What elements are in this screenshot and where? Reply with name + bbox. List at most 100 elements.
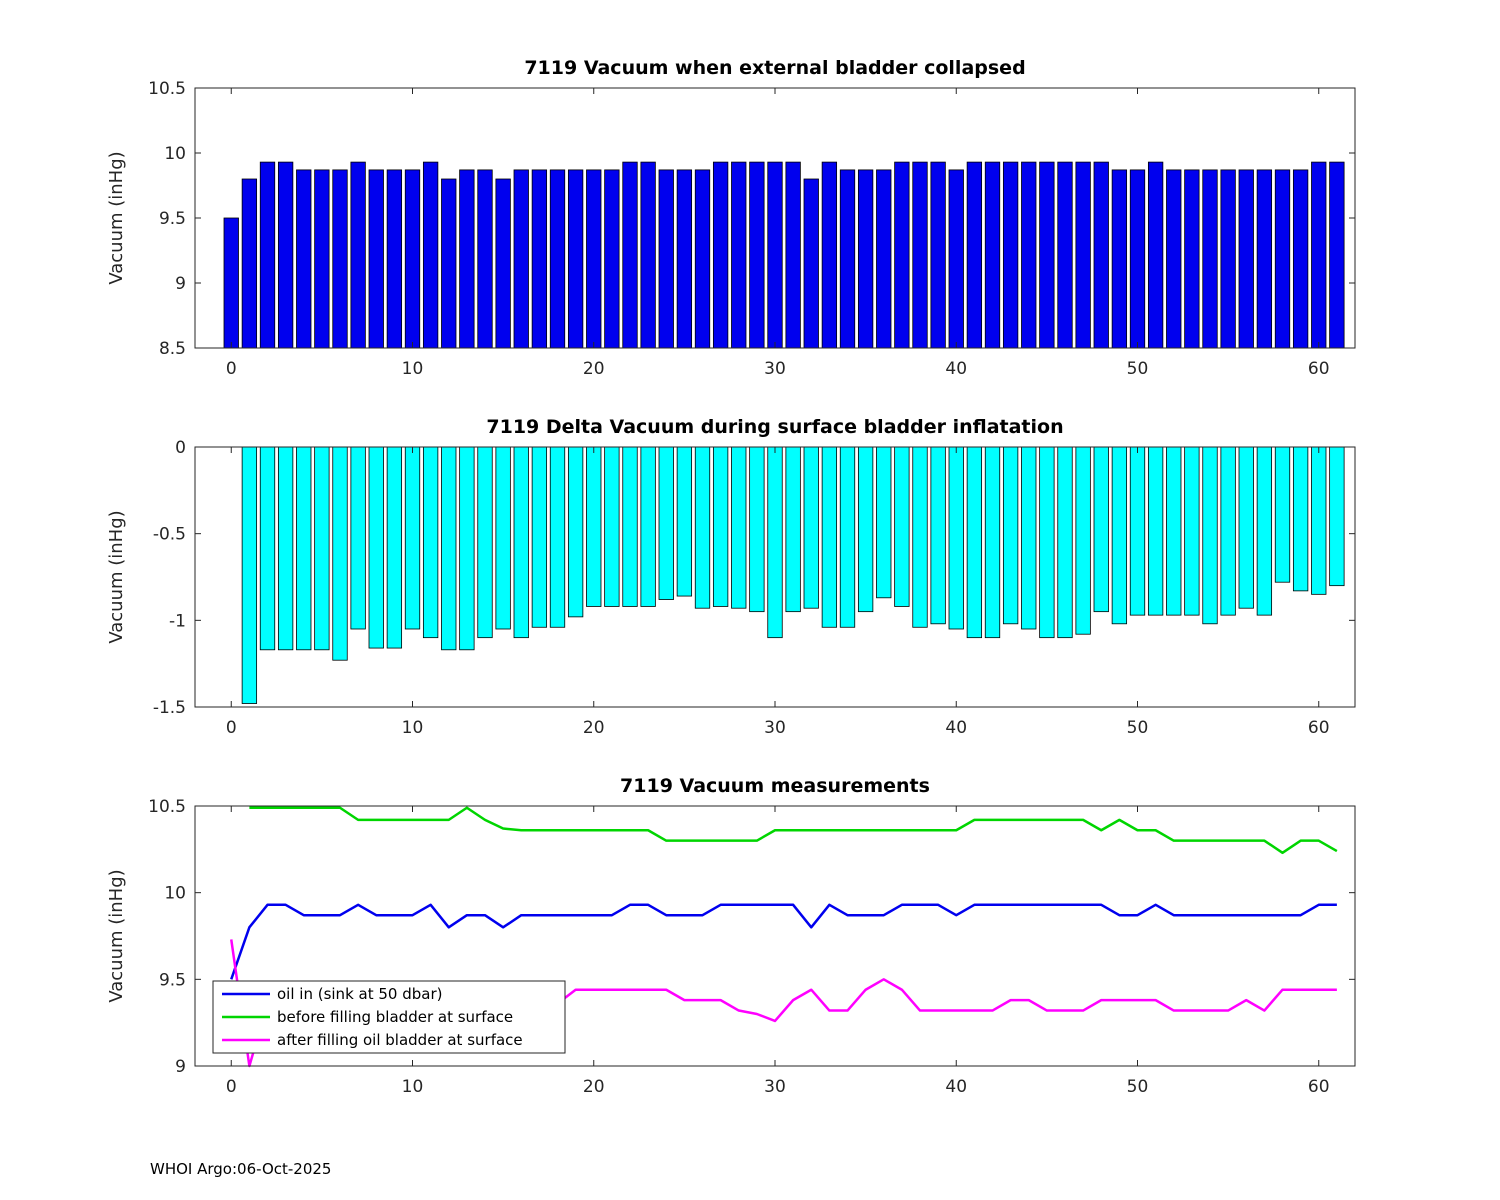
x-tick-label: 50	[1127, 359, 1149, 379]
bar	[1002, 446, 1019, 625]
bar	[604, 169, 620, 349]
bar	[658, 446, 674, 600]
bar	[894, 161, 910, 349]
bar	[223, 217, 239, 349]
y-axis-label: Vacuum (inHg)	[106, 510, 127, 643]
bar	[731, 161, 747, 349]
bar	[314, 169, 330, 349]
bar	[803, 446, 819, 609]
bar	[259, 446, 276, 651]
bar	[350, 161, 366, 349]
bar	[1311, 161, 1327, 349]
bar	[1039, 161, 1055, 349]
chart-title: 7119 Delta Vacuum during surface bladder…	[486, 416, 1063, 438]
y-tick-label: 9	[175, 274, 186, 294]
x-tick-label: 10	[402, 1077, 424, 1097]
y-axis-label: Vacuum (inHg)	[106, 151, 127, 284]
bar	[1093, 161, 1109, 349]
bar	[712, 161, 729, 349]
bar	[857, 169, 874, 349]
bar	[1111, 169, 1128, 349]
bar	[1311, 446, 1327, 595]
y-tick-label: 9.5	[159, 209, 186, 229]
bar	[296, 446, 312, 651]
x-tick-label: 20	[583, 359, 605, 379]
bar	[1039, 446, 1055, 639]
bar	[803, 178, 819, 349]
bar	[513, 446, 529, 639]
chart-2: 0 10 20 30 40 50 60 -1.5 -1 -0.5 0 7119 Delta Vacuu…	[106, 416, 1356, 738]
bar	[459, 169, 475, 349]
bar	[785, 161, 801, 349]
bar	[259, 161, 276, 349]
y-tick-label: 10.5	[148, 79, 186, 99]
x-tick-label: 20	[583, 1077, 605, 1097]
bar	[1292, 169, 1309, 349]
y-tick-label: 9.5	[159, 970, 186, 990]
bar	[839, 446, 856, 628]
bar	[422, 161, 439, 349]
series-line-1	[230, 903, 1337, 980]
bar	[1111, 446, 1128, 625]
bar	[1274, 446, 1291, 583]
bar	[422, 446, 439, 639]
bar	[567, 169, 584, 349]
bar	[1075, 161, 1091, 349]
bar	[296, 169, 312, 349]
bars	[241, 446, 1345, 704]
bar	[1129, 446, 1146, 616]
bar	[622, 161, 638, 349]
x-tick-label: 30	[764, 359, 786, 379]
bar	[1057, 161, 1073, 349]
x-tick-label: 30	[764, 1077, 786, 1097]
bar	[876, 446, 892, 599]
bar	[1166, 446, 1182, 616]
x-tick-label: 0	[226, 718, 237, 738]
y-tick-label: 10	[164, 144, 186, 164]
bar	[1184, 446, 1200, 616]
bar	[1256, 169, 1273, 349]
bar	[495, 446, 511, 630]
bar	[1329, 161, 1345, 349]
bar	[821, 161, 838, 349]
bar	[1238, 169, 1254, 349]
bar	[966, 161, 983, 349]
bar	[694, 169, 711, 349]
chart-3: 0 10 20 30 40 50 60 9 9.5 10 10.5 7119 Vacuum measu…	[106, 775, 1356, 1097]
y-tick-label: 10	[164, 884, 186, 904]
y-tick-label: 0	[175, 438, 186, 458]
x-tick-label: 40	[945, 1077, 967, 1097]
bar	[1129, 169, 1146, 349]
y-tick-label: 9	[175, 1057, 186, 1077]
bar	[749, 446, 765, 613]
bar	[459, 446, 475, 651]
bar	[930, 161, 946, 349]
bar	[930, 446, 946, 625]
bar	[749, 161, 765, 349]
bar	[948, 446, 964, 630]
x-tick-label: 40	[945, 718, 967, 738]
bar	[404, 446, 421, 630]
bar	[277, 161, 294, 349]
bar	[984, 446, 1001, 639]
bar	[1002, 161, 1019, 349]
x-tick-label: 60	[1308, 1077, 1330, 1097]
bar	[1274, 169, 1291, 349]
bar	[513, 169, 529, 349]
x-tick-label: 60	[1308, 359, 1330, 379]
bar	[1256, 446, 1273, 616]
x-tick-label: 40	[945, 359, 967, 379]
bar	[441, 446, 457, 651]
bar	[549, 169, 566, 349]
bar	[785, 446, 801, 613]
bar	[1292, 446, 1309, 592]
x-tick-label: 10	[402, 718, 424, 738]
bar	[1021, 161, 1037, 349]
y-tick-label: -0.5	[153, 525, 186, 545]
x-tick-label: 30	[764, 718, 786, 738]
x-tick-label: 10	[402, 359, 424, 379]
y-tick-label: -1	[169, 611, 186, 631]
bar	[767, 161, 783, 349]
bar	[876, 169, 892, 349]
